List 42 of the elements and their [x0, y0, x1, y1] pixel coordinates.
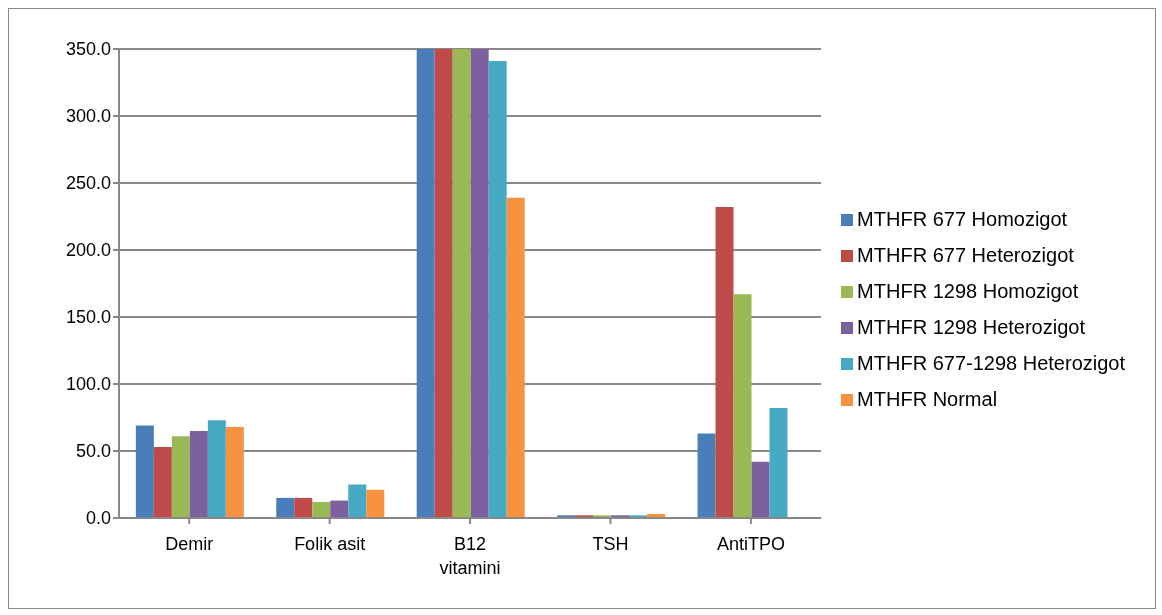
bar	[135, 425, 154, 518]
x-tick-label: Folik asit	[294, 534, 366, 554]
y-tick-label: 250.0	[65, 173, 111, 194]
bar	[488, 61, 507, 518]
bar	[276, 497, 295, 518]
y-tick-label: 300.0	[65, 106, 111, 127]
legend-label: MTHFR 677 Homozigot	[857, 207, 1068, 230]
y-tick-label: 100.0	[65, 374, 111, 395]
legend-label: MTHFR Normal	[857, 387, 998, 410]
bar	[715, 207, 734, 518]
x-tick-label: AntiTPO	[716, 534, 785, 554]
bar	[207, 420, 226, 518]
bar	[416, 49, 435, 518]
bar	[189, 430, 208, 518]
bar	[153, 446, 172, 518]
x-tick-label: Demir	[165, 534, 214, 554]
y-tick-label: 150.0	[65, 307, 111, 328]
bar	[294, 497, 313, 518]
bar	[171, 436, 190, 518]
bar	[506, 197, 525, 518]
bar	[470, 49, 489, 518]
legend-label: MTHFR 677-1298 Heterozigot	[857, 351, 1125, 374]
bar	[330, 500, 349, 518]
legend-label: MTHFR 1298 Heterozigot	[857, 315, 1085, 338]
bar	[366, 489, 385, 518]
bar	[312, 501, 331, 518]
bar	[733, 294, 752, 518]
bar	[697, 433, 716, 518]
bar	[434, 49, 453, 518]
bar	[348, 484, 367, 518]
bar	[225, 426, 244, 518]
bar	[769, 408, 788, 518]
bar	[751, 461, 770, 518]
legend-label: MTHFR 1298 Homozigot	[857, 279, 1079, 302]
x-tick-label: TSH	[592, 534, 629, 554]
bar	[452, 49, 471, 518]
y-tick-label: 200.0	[65, 240, 111, 261]
y-tick-label: 350.0	[65, 39, 111, 60]
x-tick-label: B12 vitamini	[439, 534, 501, 578]
y-tick-label: 50.0	[75, 441, 111, 462]
y-tick-label: 0.0	[85, 508, 111, 529]
legend-label: MTHFR 677 Heterozigot	[857, 243, 1074, 266]
